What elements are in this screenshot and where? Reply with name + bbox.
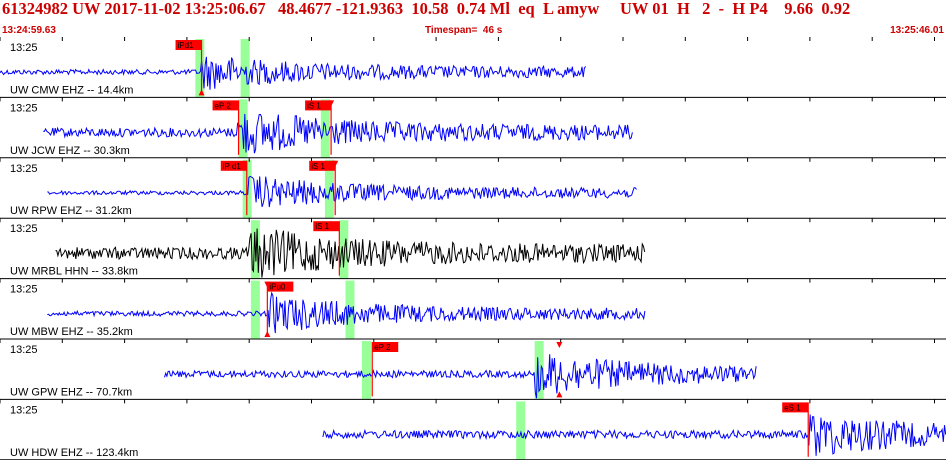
pick-flag <box>220 160 247 171</box>
start-time-label: 13:24:59.63 <box>2 25 56 36</box>
phase-window <box>250 280 260 339</box>
pick-label: eP 2 <box>374 343 391 352</box>
pick-flag <box>212 100 239 111</box>
station-label: UW HDW EHZ -- 123.4km <box>10 447 138 459</box>
station-label: UW GPW EHZ -- 70.7km <box>10 386 132 398</box>
row-time-label: 13:25 <box>10 163 38 175</box>
channel-row: iS 1 13:25 UW MRBL HHN -- 33.8km <box>0 218 946 280</box>
event-header: 61324982 UW 2017-11-02 13:25:06.67 48.46… <box>0 0 946 36</box>
row-time-label: 13:25 <box>10 284 38 296</box>
phase-window <box>238 99 248 158</box>
channel-row: eP 2 iS 1 13:25 UW JCW EHZ -- 30.3km <box>0 97 946 159</box>
phase-window <box>345 280 355 339</box>
phase-window <box>534 341 544 400</box>
waveform-trace <box>164 354 757 399</box>
polarity-marker <box>264 281 271 288</box>
station-label: UW CMW EHZ -- 14.4km <box>10 84 133 96</box>
phase-window <box>195 39 205 98</box>
phase-window <box>240 39 250 98</box>
event-summary-title: 61324982 UW 2017-11-02 13:25:06.67 48.46… <box>2 0 851 18</box>
waveform-trace <box>55 228 646 278</box>
polarity-marker <box>198 89 205 96</box>
waveform-trace <box>47 291 646 334</box>
phase-window <box>516 401 526 460</box>
waveform-trace <box>0 56 587 90</box>
channel-row: iP d1 iS 1 13:25 UW RPW EHZ -- 31.2km <box>0 157 946 219</box>
pick-flag <box>313 221 340 232</box>
pick-label: eS 1 <box>784 403 801 412</box>
row-time-label: 13:25 <box>10 42 38 54</box>
polarity-marker <box>556 342 563 348</box>
waveform-trace <box>47 175 637 208</box>
waveform-trace <box>322 414 946 456</box>
polarity-marker <box>328 100 335 107</box>
row-time-label: 13:25 <box>10 102 38 114</box>
row-time-label: 13:25 <box>10 223 38 235</box>
pick-label: iPu0 <box>269 283 286 292</box>
pick-label: eP 2 <box>215 101 232 110</box>
station-label: UW RPW EHZ -- 31.2km <box>10 205 132 217</box>
phase-window <box>339 220 349 279</box>
waveform-trace <box>43 113 633 154</box>
channel-row: eS 1 13:25 UW HDW EHZ -- 123.4km <box>0 399 946 460</box>
row-time-label: 13:25 <box>10 404 38 416</box>
polarity-marker <box>556 391 563 398</box>
pick-flag <box>305 100 332 111</box>
seismogram-panel: iPd1 13:25 UW CMW EHZ -- 14.4km eP 2 iS 1 13:… <box>0 37 946 460</box>
phase-window <box>361 341 371 400</box>
polarity-marker <box>332 160 339 167</box>
pick-label: iS 1 <box>311 162 325 171</box>
timespan-label: Timespan= 46 s <box>425 25 503 36</box>
seismogram-plot: iPd1 13:25 UW CMW EHZ -- 14.4km eP 2 iS 1 13:… <box>0 37 946 460</box>
pick-flag <box>175 40 202 50</box>
channel-row: eP 2 13:25 UW GPW EHZ -- 70.7km <box>0 339 946 400</box>
polarity-marker <box>264 331 271 337</box>
station-label: UW MBW EHZ -- 35.2km <box>10 326 133 338</box>
row-time-label: 13:25 <box>10 344 38 356</box>
station-label: UW MRBL HHN -- 33.8km <box>10 266 138 278</box>
pick-label: iPd1 <box>178 41 195 50</box>
phase-window <box>324 159 334 219</box>
channel-row: iPd1 13:25 UW CMW EHZ -- 14.4km <box>0 37 946 98</box>
pick-label: iS 1 <box>315 222 329 231</box>
pick-label: iP d1 <box>223 162 242 171</box>
pick-flag <box>372 342 399 352</box>
end-time-label: 13:25:46.01 <box>890 25 944 36</box>
pick-flag <box>309 160 336 171</box>
station-label: UW JCW EHZ -- 30.3km <box>10 145 130 157</box>
pick-label: iS 1 <box>307 101 321 110</box>
pick-flag <box>267 281 294 292</box>
channel-row: iPu0 13:25 UW MBW EHZ -- 35.2km <box>0 278 946 340</box>
pick-flag <box>782 402 809 413</box>
